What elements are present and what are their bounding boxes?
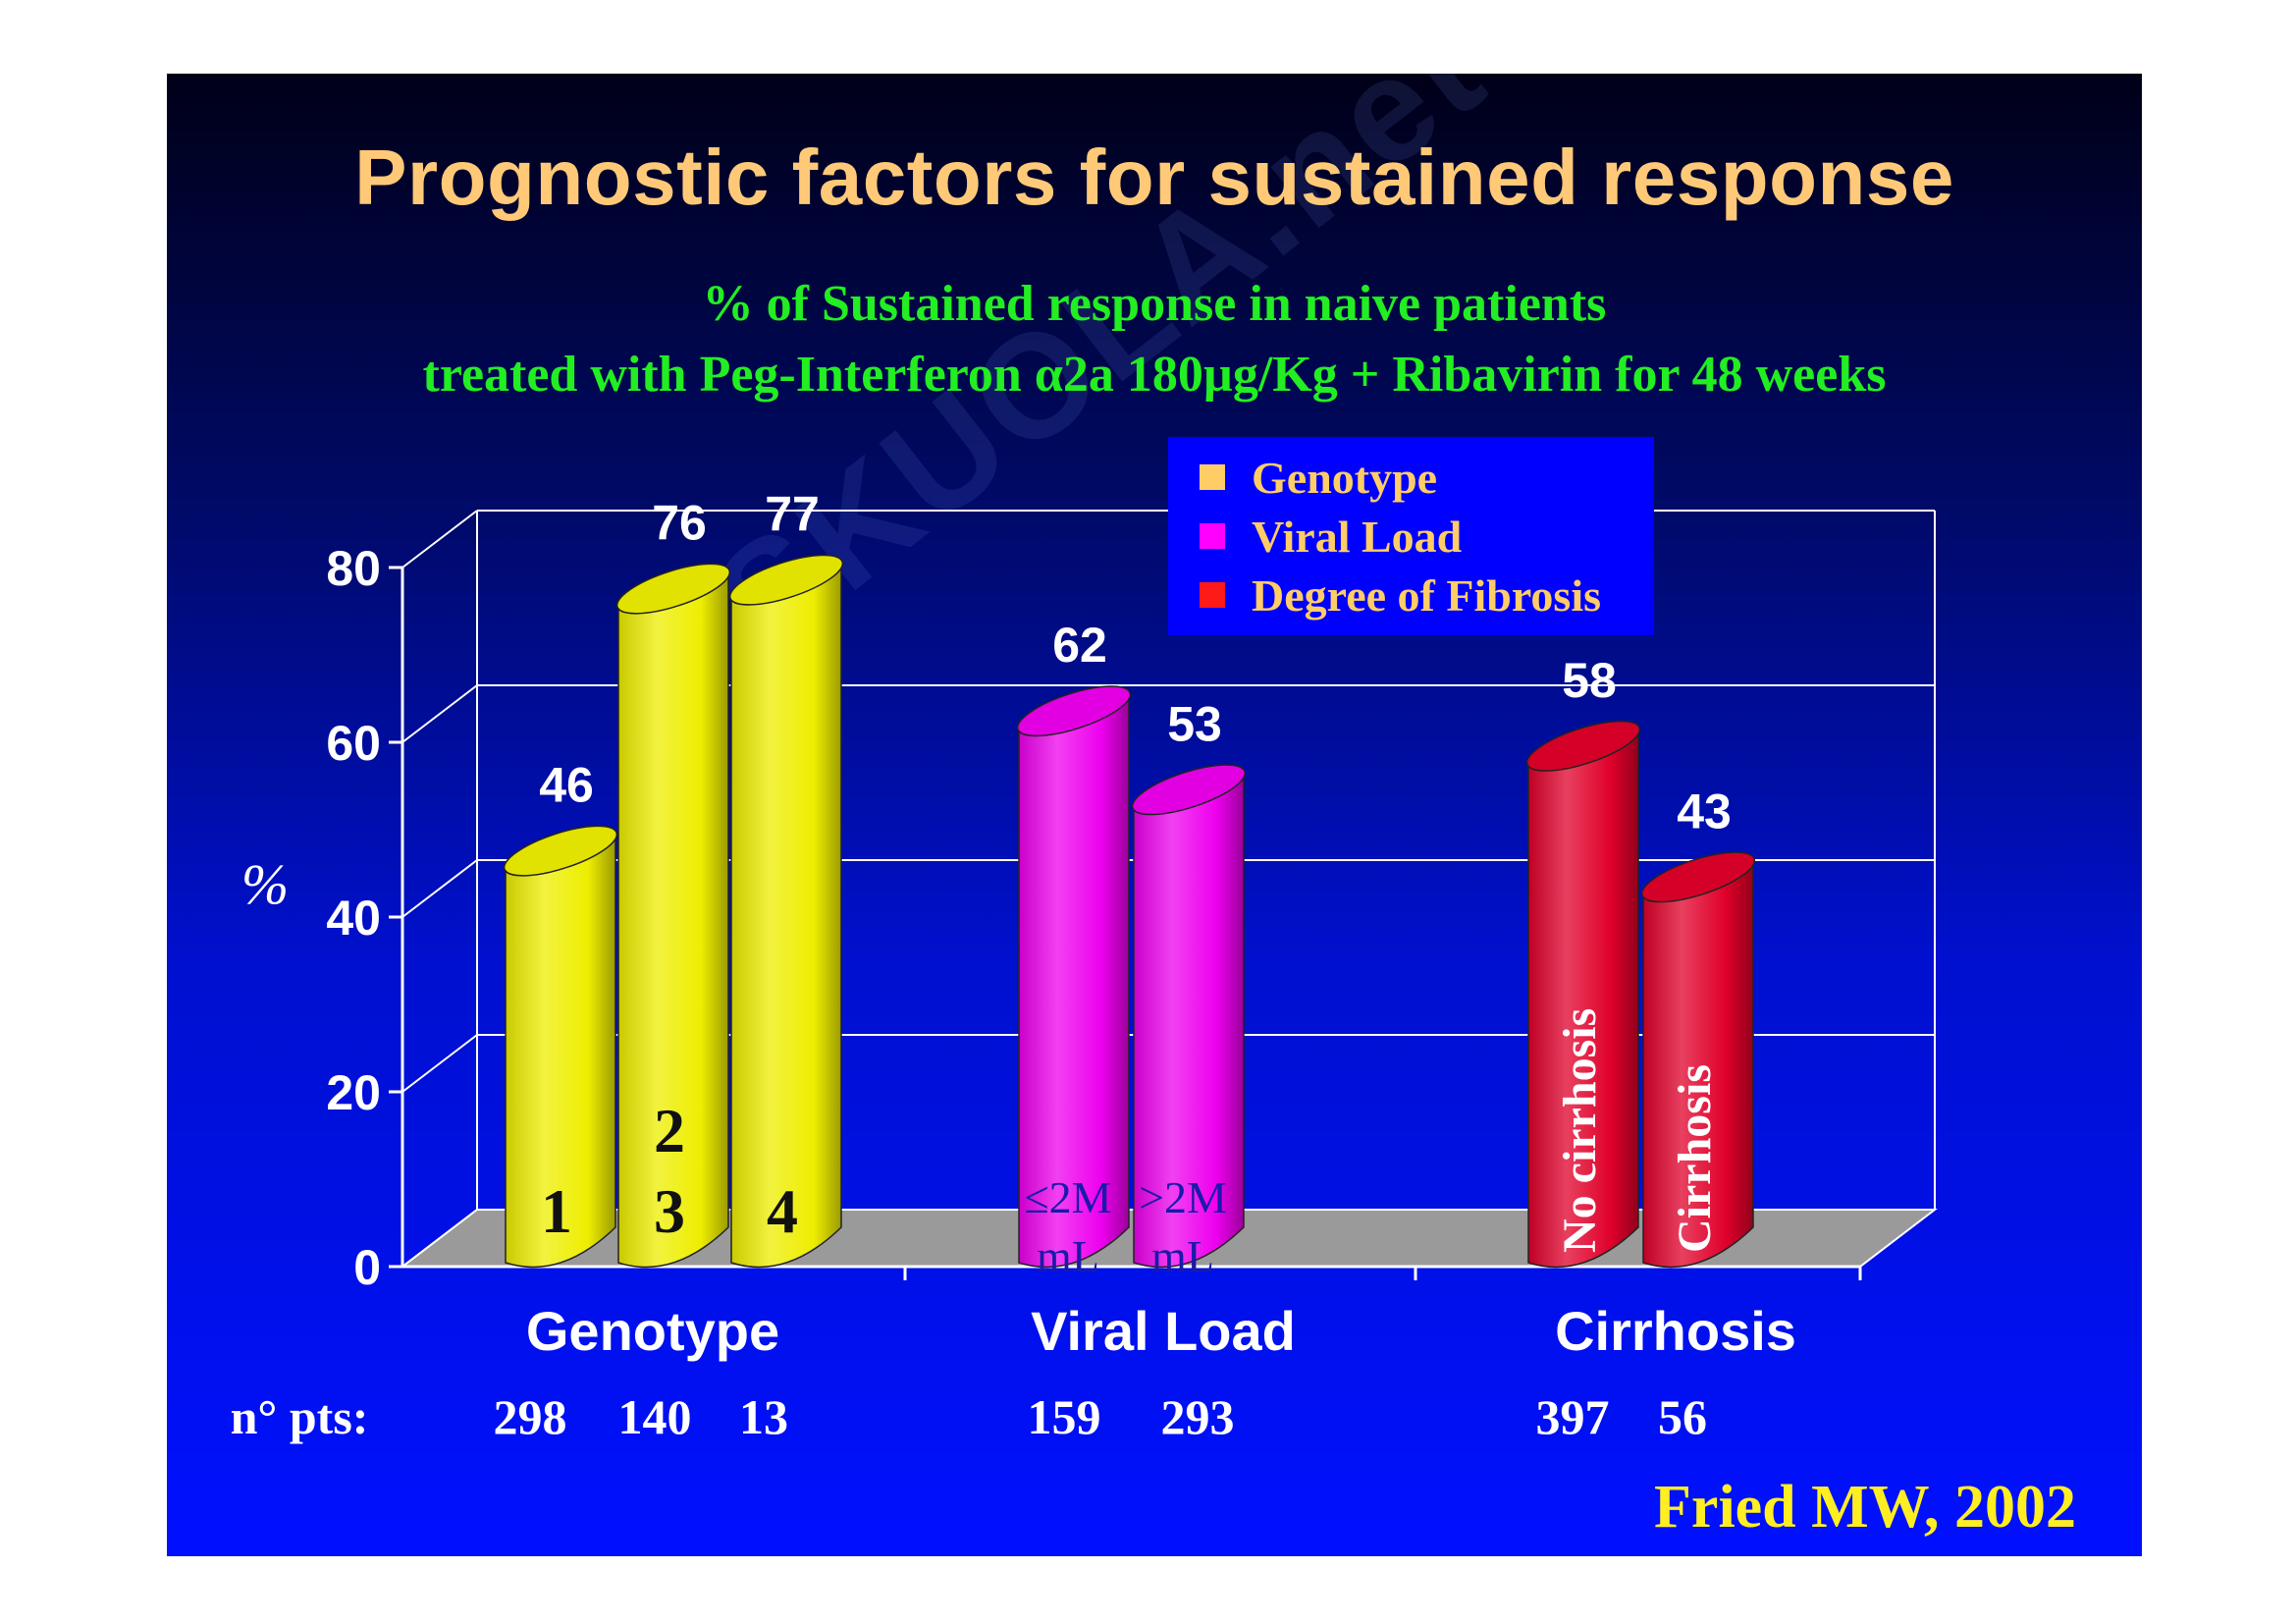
x-category-label: Cirrhosis bbox=[1555, 1300, 1796, 1362]
bar-viral-load-2 bbox=[1131, 764, 1247, 1269]
slide-title: Prognostic factors for sustained respons… bbox=[354, 134, 1954, 221]
y-tick-label: 80 bbox=[326, 541, 381, 596]
legend-label: Degree of Fibrosis bbox=[1252, 570, 1601, 621]
legend-swatch bbox=[1200, 464, 1225, 490]
bar-genotype-2 bbox=[615, 563, 731, 1269]
x-category-label: Genotype bbox=[526, 1300, 779, 1362]
legend-label: Viral Load bbox=[1252, 512, 1463, 562]
bar-body bbox=[1018, 692, 1130, 1269]
y-tick-label: 20 bbox=[326, 1065, 381, 1120]
y-tick-label: 0 bbox=[353, 1240, 381, 1295]
bar-body bbox=[1642, 858, 1754, 1269]
n-pts-value: 159 bbox=[1028, 1389, 1101, 1444]
slide: SKUOLA.net Prognostic factors for sustai… bbox=[167, 74, 2142, 1556]
bar-value-label: 53 bbox=[1167, 696, 1222, 751]
x-category-label: Viral Load bbox=[1031, 1300, 1296, 1362]
n-pts-value: 298 bbox=[494, 1389, 567, 1444]
bar-category-label: 2 bbox=[654, 1096, 685, 1165]
chart: 0 20 40 60 80% n° pts: 46 1 76 2 3 77 4 Genotype 298 14… bbox=[231, 437, 2076, 1541]
bar-top bbox=[1016, 685, 1132, 737]
legend-swatch bbox=[1200, 523, 1225, 549]
n-pts-label: n° pts: bbox=[231, 1389, 369, 1444]
legend-label: Genotype bbox=[1252, 453, 1437, 503]
bar-category-label: mL bbox=[1037, 1231, 1099, 1281]
bar-category-label: mL bbox=[1151, 1231, 1214, 1281]
bar-category-label: 1 bbox=[541, 1176, 572, 1246]
bar-body bbox=[617, 569, 729, 1269]
side-gridline-40 bbox=[401, 859, 478, 918]
citation: Fried MW, 2002 bbox=[1654, 1474, 2076, 1541]
bar-category-label: 4 bbox=[767, 1176, 798, 1246]
subtitle-line-2: treated with Peg-Interferon α2a 180µg/Kg… bbox=[422, 347, 1887, 403]
y-axis-title: % bbox=[241, 852, 289, 916]
n-pts-value: 140 bbox=[618, 1389, 692, 1444]
bar-top bbox=[1131, 764, 1247, 816]
legend-box bbox=[1168, 437, 1654, 635]
bar-viral-load-1 bbox=[1016, 685, 1132, 1269]
bar-body bbox=[730, 561, 842, 1269]
bar-category-label: Cirrhosis bbox=[1669, 1064, 1721, 1253]
bar-top bbox=[728, 554, 844, 606]
bar-genotype-1 bbox=[503, 825, 618, 1269]
bar-value-label: 77 bbox=[765, 487, 820, 542]
bar-value-label: 46 bbox=[539, 758, 594, 813]
side-gridline-80 bbox=[401, 510, 478, 568]
subtitle-line-1: % of Sustained response in naive patient… bbox=[702, 276, 1607, 332]
bar-value-label: 62 bbox=[1052, 618, 1107, 673]
bar-top bbox=[1525, 720, 1641, 772]
legend: Genotype Viral Load Degree of Fibrosis bbox=[1168, 437, 1654, 635]
bar-body bbox=[505, 832, 616, 1269]
y-tick-label: 60 bbox=[326, 716, 381, 771]
n-pts-value: 293 bbox=[1161, 1389, 1235, 1444]
bar-value-label: 76 bbox=[652, 496, 707, 551]
bar-cirrhosis-2 bbox=[1640, 851, 1756, 1269]
legend-swatch bbox=[1200, 582, 1225, 608]
bar-value-label: 58 bbox=[1562, 653, 1617, 708]
n-pts-value: 56 bbox=[1658, 1389, 1707, 1444]
side-gridline-60 bbox=[401, 684, 478, 743]
bar-top bbox=[1640, 851, 1756, 903]
bar-genotype-3 bbox=[728, 554, 844, 1269]
bar-value-label: 43 bbox=[1677, 784, 1732, 839]
bar-cirrhosis-1 bbox=[1525, 720, 1641, 1269]
bar-category-label: 3 bbox=[654, 1176, 685, 1246]
n-pts-value: 397 bbox=[1536, 1389, 1610, 1444]
bar-top bbox=[615, 563, 731, 615]
bar-category-label: >2M bbox=[1139, 1172, 1227, 1222]
bar-category-label: ≤2M bbox=[1024, 1172, 1111, 1222]
bar-body bbox=[1133, 771, 1245, 1269]
y-tick-label: 40 bbox=[326, 891, 381, 946]
bar-top bbox=[503, 825, 618, 877]
bar-body bbox=[1527, 727, 1639, 1269]
n-pts-value: 13 bbox=[739, 1389, 788, 1444]
bar-category-label: No cirrhosis bbox=[1554, 1008, 1606, 1253]
side-gridline-20 bbox=[401, 1034, 478, 1093]
